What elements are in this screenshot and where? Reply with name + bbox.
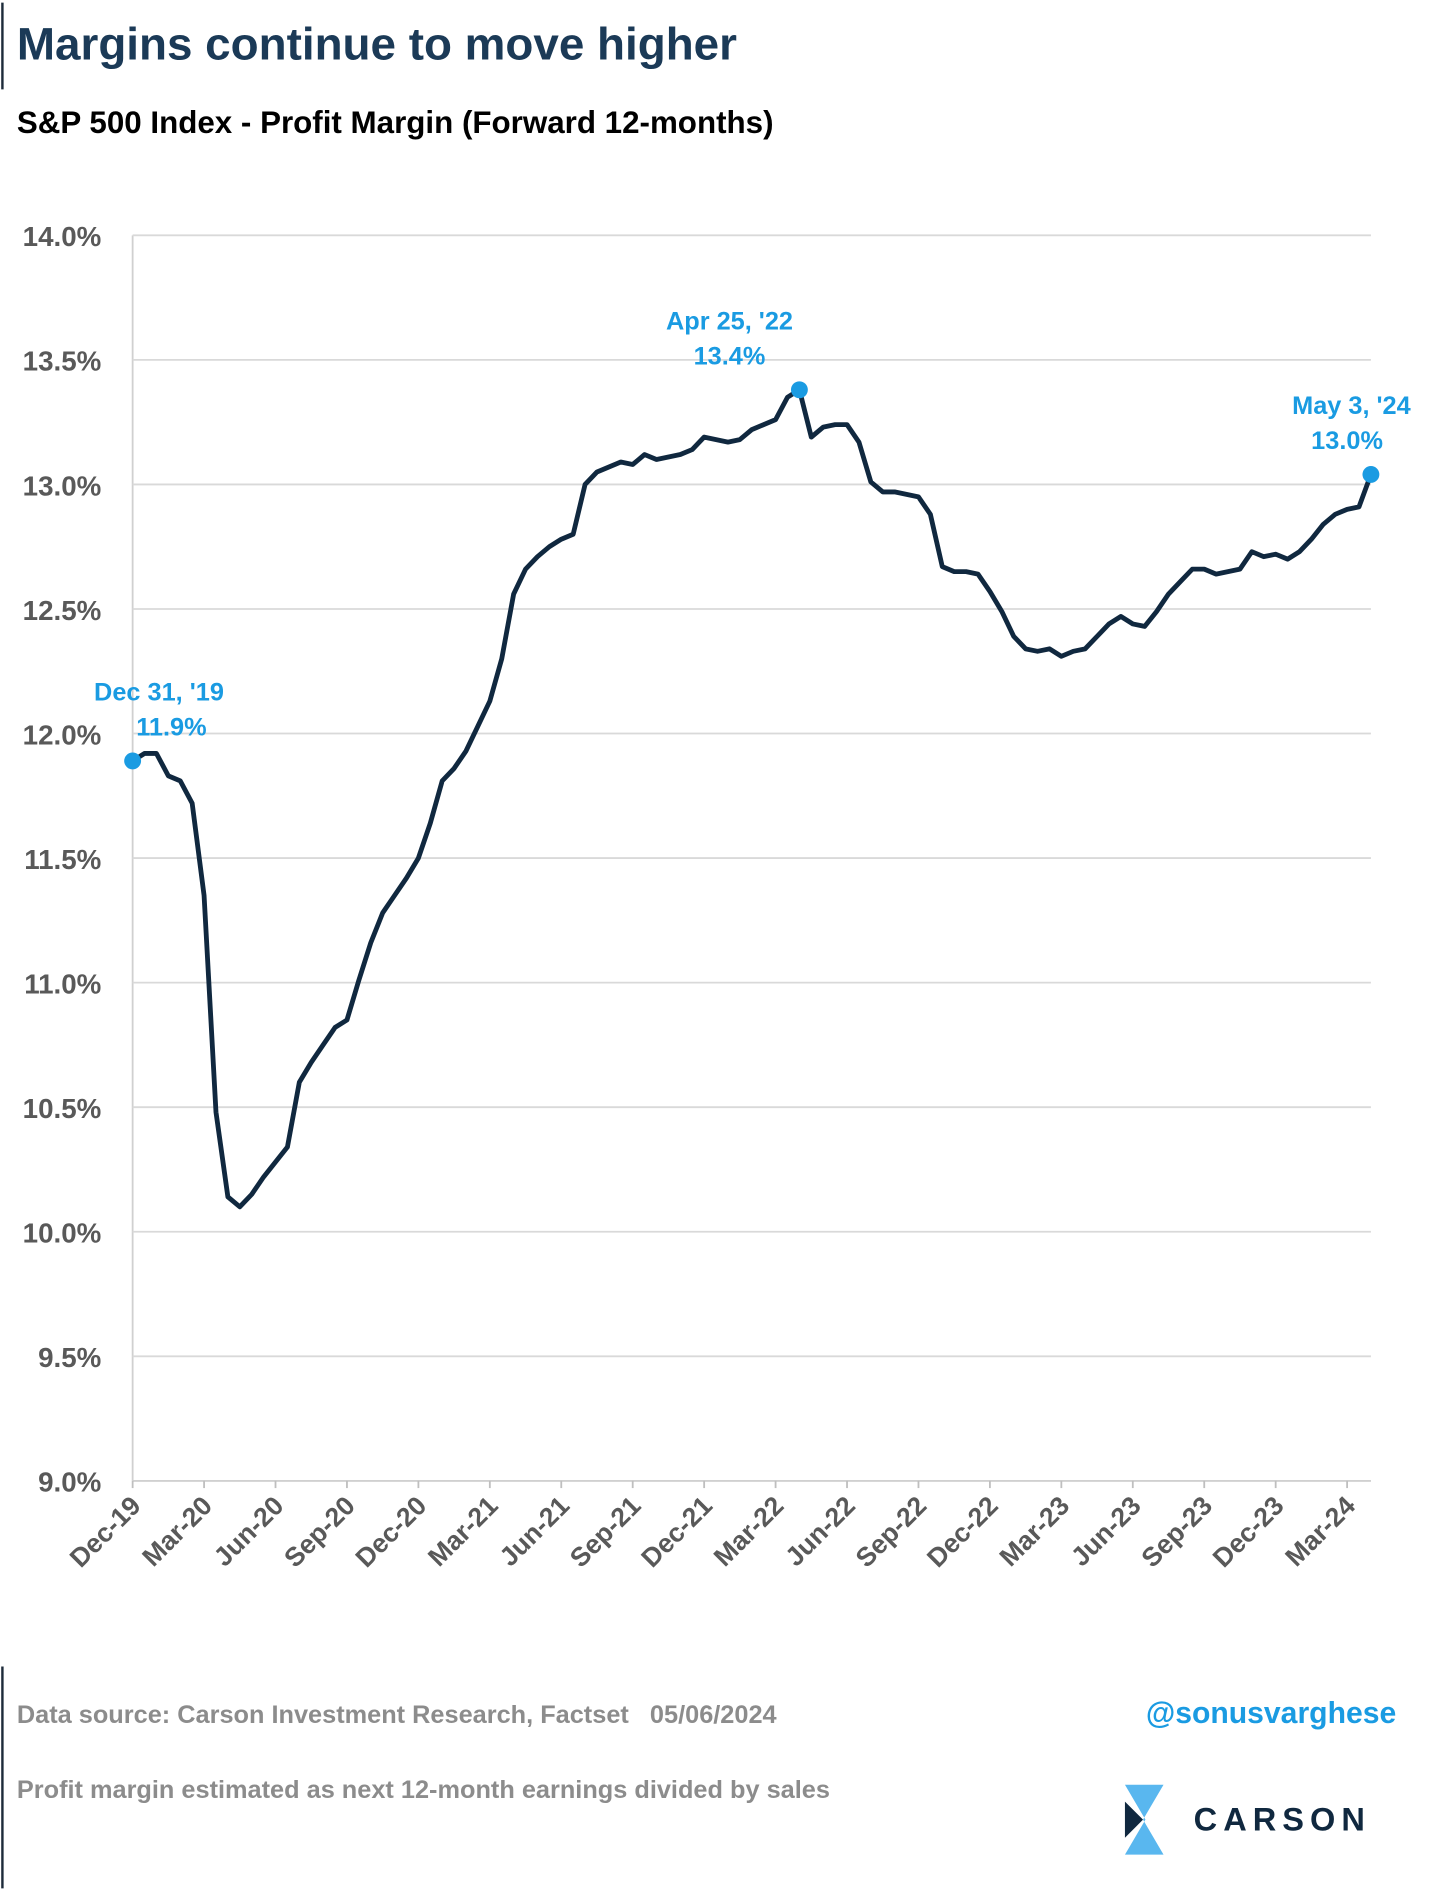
x-tick-label: Mar-24 (1279, 1490, 1361, 1572)
x-tick-label: Dec-19 (64, 1490, 147, 1573)
logo-text: CARSON (1194, 1802, 1371, 1838)
method-note: Profit margin estimated as next 12-month… (17, 1776, 830, 1804)
point-marker (124, 752, 142, 770)
x-tick-label: Jun-22 (779, 1490, 861, 1572)
source-note: Data source: Carson Investment Research,… (17, 1701, 777, 1729)
y-tick-label: 11.5% (24, 844, 101, 875)
x-tick-label: Dec-20 (350, 1490, 433, 1573)
x-tick-label: Jun-23 (1065, 1490, 1147, 1572)
x-tick-label: Jun-20 (208, 1490, 290, 1572)
annotation-value: 11.9% (136, 714, 206, 742)
x-tick-label: Sep-20 (278, 1490, 361, 1573)
y-tick-label: 13.5% (23, 346, 102, 377)
x-tick-label: Dec-21 (635, 1490, 718, 1573)
y-tick-label: 10.0% (23, 1218, 102, 1249)
y-tick-label: 10.5% (23, 1093, 102, 1124)
x-tick-label: Jun-21 (494, 1490, 576, 1572)
margin-line (130, 387, 1374, 1210)
chart-title: Margins continue to move higher (17, 18, 737, 69)
x-tick-label: Sep-22 (850, 1490, 933, 1573)
y-tick-label: 12.5% (23, 595, 102, 626)
annotation-date: May 3, '24 (1292, 392, 1411, 420)
y-tick-label: 13.0% (23, 470, 102, 501)
author-handle: @sonusvarghese (1146, 1697, 1396, 1730)
y-tick-label: 11.0% (24, 968, 101, 999)
y-tick-label: 14.0% (23, 221, 102, 252)
x-tick-label: Mar-21 (422, 1490, 504, 1572)
x-tick-label: Sep-23 (1135, 1490, 1218, 1573)
point-marker (1362, 466, 1380, 483)
annotation-date: Apr 25, '22 (666, 307, 793, 335)
annotation-date: Dec 31, '19 (94, 679, 224, 707)
x-tick-label: Mar-22 (708, 1490, 790, 1572)
x-tick-label: Dec-23 (1207, 1490, 1290, 1573)
annotation-value: 13.4% (694, 342, 766, 370)
logo-icon (1124, 1784, 1164, 1855)
point-marker (790, 381, 808, 399)
x-tick-label: Sep-21 (564, 1490, 647, 1573)
x-tick-label: Mar-20 (136, 1490, 218, 1572)
y-tick-label: 9.0% (38, 1467, 101, 1498)
y-tick-label: 9.5% (38, 1342, 101, 1373)
annotation-value: 13.0% (1311, 427, 1383, 455)
x-tick-label: Mar-23 (994, 1490, 1076, 1572)
y-tick-label: 12.0% (23, 719, 102, 750)
x-tick-label: Dec-22 (921, 1490, 1004, 1573)
chart-subtitle: S&P 500 Index - Profit Margin (Forward 1… (17, 105, 774, 140)
